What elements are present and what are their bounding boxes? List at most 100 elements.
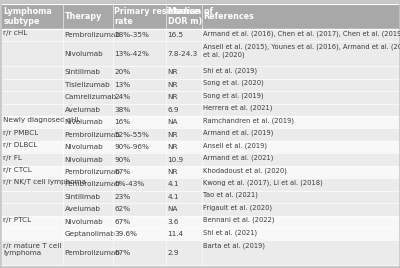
Text: 2.9: 2.9 xyxy=(168,250,179,256)
Text: NR: NR xyxy=(168,69,178,76)
Text: Pembrolizumab: Pembrolizumab xyxy=(64,32,120,38)
Text: 24%: 24% xyxy=(114,94,130,100)
Text: Sintilimab: Sintilimab xyxy=(64,194,100,200)
Text: NR: NR xyxy=(168,82,178,88)
Text: 16.5: 16.5 xyxy=(168,32,184,38)
Bar xyxy=(2,66,398,79)
Text: Nivolumab: Nivolumab xyxy=(64,219,103,225)
Text: Primary resistance
rate: Primary resistance rate xyxy=(114,7,200,26)
Text: Frigault et al. (2020): Frigault et al. (2020) xyxy=(203,204,272,211)
Text: Kwong et al. (2017), Li et al. (2018): Kwong et al. (2017), Li et al. (2018) xyxy=(203,180,323,186)
Text: Nivolumab: Nivolumab xyxy=(64,157,103,163)
Text: Nivolumab: Nivolumab xyxy=(64,51,103,57)
Text: Avelumab: Avelumab xyxy=(64,206,100,212)
Text: 3.6: 3.6 xyxy=(168,219,179,225)
Text: 62%: 62% xyxy=(114,206,130,212)
Text: Lymphoma
subtype: Lymphoma subtype xyxy=(3,7,52,26)
Text: 11.4: 11.4 xyxy=(168,231,184,237)
Text: Tislelizumab: Tislelizumab xyxy=(64,82,109,88)
Bar xyxy=(2,203,398,215)
Text: Ramchandren et al. (2019): Ramchandren et al. (2019) xyxy=(203,117,294,124)
Text: 7.8-24.3: 7.8-24.3 xyxy=(168,51,198,57)
Text: r/r NK/T cell lymphoma: r/r NK/T cell lymphoma xyxy=(3,180,86,185)
Text: Median of
DOR m): Median of DOR m) xyxy=(168,7,212,26)
Text: Tao et al. (2021): Tao et al. (2021) xyxy=(203,192,258,198)
Text: 4.1: 4.1 xyxy=(168,194,179,200)
Bar xyxy=(2,79,398,91)
Text: Ansell et al. (2015), Younes et al. (2016), Armand et al. (2018), Bekoz
et al. (: Ansell et al. (2015), Younes et al. (201… xyxy=(203,44,400,58)
Text: Therapy: Therapy xyxy=(64,12,102,21)
Text: NA: NA xyxy=(168,119,178,125)
Text: 20%: 20% xyxy=(114,69,130,76)
Text: 10.9: 10.9 xyxy=(168,157,184,163)
Text: r/r PTCL: r/r PTCL xyxy=(3,217,31,223)
Text: r/r FL: r/r FL xyxy=(3,155,22,161)
Text: Shi et al. (2021): Shi et al. (2021) xyxy=(203,229,257,236)
Text: 6.9: 6.9 xyxy=(168,107,179,113)
Text: r/r mature T cell
lymphoma: r/r mature T cell lymphoma xyxy=(3,243,62,256)
Text: Armand et al. (2021): Armand et al. (2021) xyxy=(203,155,274,161)
Bar xyxy=(2,4,398,29)
Text: 39.6%: 39.6% xyxy=(114,231,137,237)
Text: NA: NA xyxy=(168,206,178,212)
Bar xyxy=(2,29,398,41)
Text: NR: NR xyxy=(168,169,178,175)
Text: NR: NR xyxy=(168,132,178,138)
Text: r/r DLBCL: r/r DLBCL xyxy=(3,142,38,148)
Text: r/r cHL: r/r cHL xyxy=(3,30,28,36)
Text: References: References xyxy=(203,12,254,21)
Bar xyxy=(2,166,398,178)
Bar xyxy=(2,41,398,66)
Bar xyxy=(2,128,398,141)
Text: Song et al. (2019): Song et al. (2019) xyxy=(203,92,264,99)
Bar xyxy=(2,228,398,240)
Text: Bennani et al. (2022): Bennani et al. (2022) xyxy=(203,217,275,223)
Text: Camrelizumab: Camrelizumab xyxy=(64,94,117,100)
Text: Armand et al. (2016), Chen et al. (2017), Chen et al. (2019): Armand et al. (2016), Chen et al. (2017)… xyxy=(203,30,400,37)
Text: Sintilimab: Sintilimab xyxy=(64,69,100,76)
Text: Avelumab: Avelumab xyxy=(64,107,100,113)
Text: 13%-42%: 13%-42% xyxy=(114,51,149,57)
Bar xyxy=(2,116,398,128)
Bar xyxy=(2,141,398,153)
Text: 67%: 67% xyxy=(114,219,130,225)
Text: Pembrolizumab: Pembrolizumab xyxy=(64,169,120,175)
Bar xyxy=(2,215,398,228)
Text: Song et al. (2020): Song et al. (2020) xyxy=(203,80,264,86)
Text: 4.1: 4.1 xyxy=(168,181,179,187)
Bar xyxy=(2,153,398,166)
Text: Barta et al. (2019): Barta et al. (2019) xyxy=(203,243,265,250)
Text: Ansell et al. (2019): Ansell et al. (2019) xyxy=(203,142,267,149)
Text: 67%: 67% xyxy=(114,250,130,256)
Text: r/r CTCL: r/r CTCL xyxy=(3,167,32,173)
Text: Pembrolizumab: Pembrolizumab xyxy=(64,181,120,187)
Text: Newly diagnosed cHL: Newly diagnosed cHL xyxy=(3,117,81,123)
Text: 16%: 16% xyxy=(114,119,130,125)
Text: 90%-96%: 90%-96% xyxy=(114,144,149,150)
Text: 23%: 23% xyxy=(114,194,130,200)
Text: Herrera et al. (2021): Herrera et al. (2021) xyxy=(203,105,272,111)
Text: r/r PMBCL: r/r PMBCL xyxy=(3,130,38,136)
Text: Geptanolimab: Geptanolimab xyxy=(64,231,116,237)
Text: NR: NR xyxy=(168,144,178,150)
Text: 90%: 90% xyxy=(114,157,130,163)
Text: Nivolumab: Nivolumab xyxy=(64,119,103,125)
Bar xyxy=(2,191,398,203)
Bar xyxy=(2,240,398,265)
Text: 0%-43%: 0%-43% xyxy=(114,181,144,187)
Bar xyxy=(2,178,398,191)
Text: 38%: 38% xyxy=(114,107,130,113)
Bar xyxy=(2,103,398,116)
Text: Pembrolizumab: Pembrolizumab xyxy=(64,132,120,138)
Text: Shi et al. (2019): Shi et al. (2019) xyxy=(203,68,257,74)
Text: Nivolumab: Nivolumab xyxy=(64,144,103,150)
Bar xyxy=(2,91,398,103)
Text: 67%: 67% xyxy=(114,169,130,175)
Text: Khodadoust et al. (2020): Khodadoust et al. (2020) xyxy=(203,167,287,173)
Text: NR: NR xyxy=(168,94,178,100)
Text: 28%-35%: 28%-35% xyxy=(114,32,149,38)
Text: 52%-55%: 52%-55% xyxy=(114,132,149,138)
Text: 13%: 13% xyxy=(114,82,130,88)
Text: Pembrolizumab: Pembrolizumab xyxy=(64,250,120,256)
Text: Armand et al. (2019): Armand et al. (2019) xyxy=(203,130,274,136)
